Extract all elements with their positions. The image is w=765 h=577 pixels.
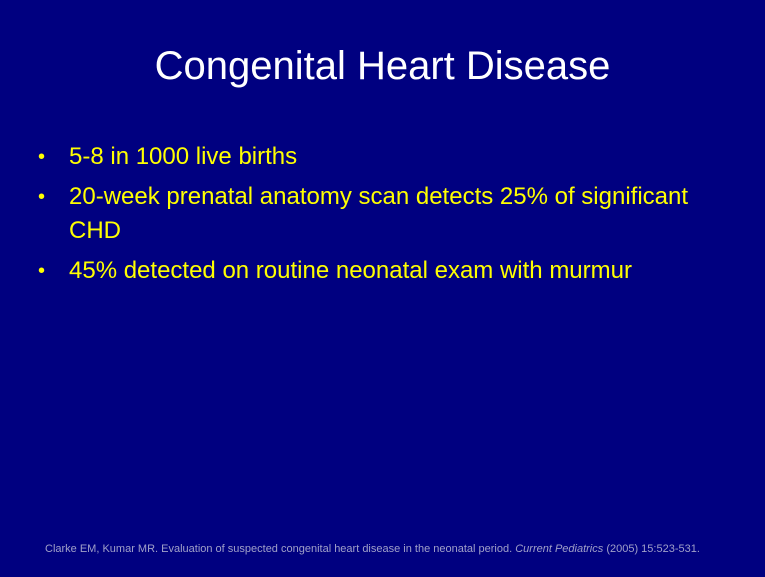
citation-text: Clarke EM, Kumar MR. Evaluation of suspe… xyxy=(45,543,516,555)
bullet-item: • 20-week prenatal anatomy scan detects 2… xyxy=(38,180,728,248)
bullet-text: 45% detected on routine neonatal exam wi… xyxy=(69,257,632,284)
citation-journal: Current Pediatrics xyxy=(515,543,604,555)
slide-title: Congenital Heart Disease xyxy=(154,44,611,88)
citation: Clarke EM, Kumar MR. Evaluation of suspe… xyxy=(45,543,700,555)
bullet-icon: • xyxy=(38,146,46,168)
bullet-list: • 5-8 in 1000 live births • 20-week prenat… xyxy=(38,140,728,294)
bullet-text: 5-8 in 1000 live births xyxy=(69,143,298,170)
bullet-text: 20-week prenatal anatomy scan detects 25… xyxy=(69,183,689,244)
bullet-icon: • xyxy=(38,186,46,208)
bullet-item: • 45% detected on routine neonatal exam w… xyxy=(38,254,728,288)
bullet-icon: • xyxy=(38,260,46,282)
bullet-item: • 5-8 in 1000 live births xyxy=(38,140,728,174)
citation-details: (2005) 15:523-531. xyxy=(603,543,700,555)
